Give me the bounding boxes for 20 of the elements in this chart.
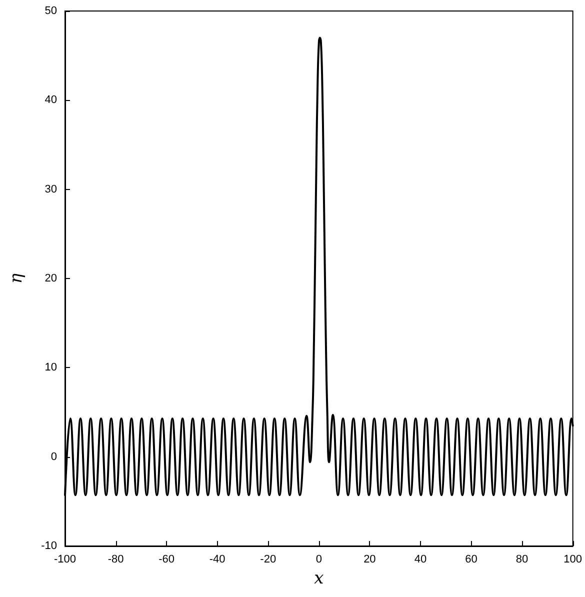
y-tick-label: 30 — [44, 183, 57, 196]
y-tick-label: 40 — [44, 94, 57, 106]
x-tick-label: -20 — [260, 554, 276, 566]
y-tick-label: 0 — [50, 450, 57, 463]
y-tick-label: 10 — [44, 362, 57, 374]
x-axis-title: x — [314, 568, 324, 588]
x-tick-label: 40 — [414, 554, 427, 566]
y-tick-label: 20 — [44, 272, 57, 284]
y-tick-label: -10 — [41, 540, 57, 552]
x-tick-label: 100 — [564, 554, 582, 566]
x-tick-label: -100 — [54, 554, 76, 566]
x-tick-label: 60 — [465, 554, 478, 566]
x-tick-label: 0 — [316, 554, 322, 566]
x-tick-label: -80 — [108, 554, 124, 566]
x-tick-label: 20 — [364, 554, 376, 566]
x-tick-label: 80 — [516, 554, 528, 566]
y-tick-label: 50 — [44, 5, 57, 17]
x-tick-label: -60 — [158, 554, 175, 566]
y-axis-title: η — [6, 272, 26, 284]
x-tick-label: -40 — [209, 554, 226, 566]
